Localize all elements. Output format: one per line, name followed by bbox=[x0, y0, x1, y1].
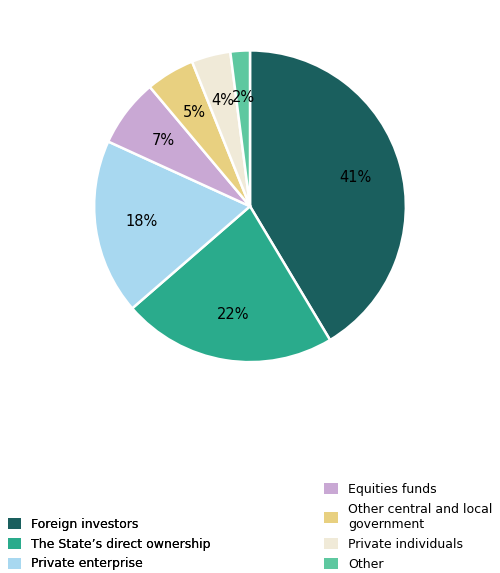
Text: 22%: 22% bbox=[216, 307, 249, 321]
Legend: Foreign investors, The State’s direct ownership, Private enterprise: Foreign investors, The State’s direct ow… bbox=[5, 515, 213, 573]
Wedge shape bbox=[250, 50, 406, 340]
Wedge shape bbox=[132, 206, 330, 362]
Text: 7%: 7% bbox=[152, 133, 174, 148]
Wedge shape bbox=[108, 87, 250, 206]
Text: 18%: 18% bbox=[126, 214, 158, 229]
Wedge shape bbox=[192, 52, 250, 206]
Legend: Equities funds, Other central and local
government, Private individuals, Other: Equities funds, Other central and local … bbox=[322, 480, 495, 573]
Text: 5%: 5% bbox=[182, 105, 206, 120]
Wedge shape bbox=[150, 61, 250, 206]
Text: 2%: 2% bbox=[232, 90, 254, 105]
Text: 41%: 41% bbox=[339, 170, 372, 185]
Wedge shape bbox=[94, 142, 250, 308]
Wedge shape bbox=[230, 50, 250, 206]
Text: 4%: 4% bbox=[211, 93, 234, 108]
